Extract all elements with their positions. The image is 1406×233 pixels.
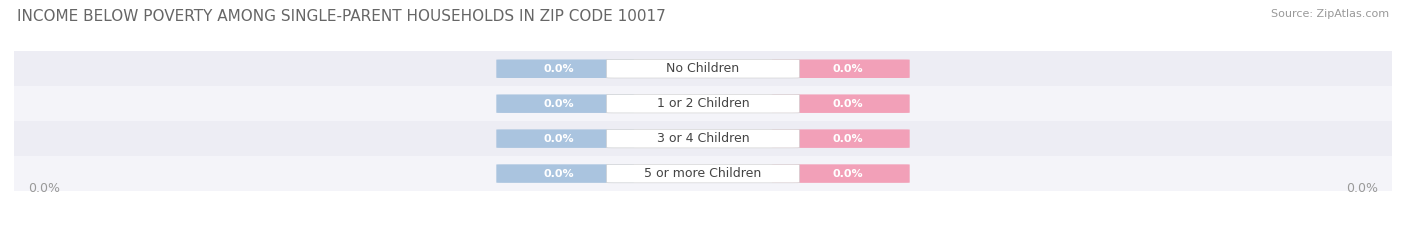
FancyBboxPatch shape (772, 164, 910, 183)
Text: 5 or more Children: 5 or more Children (644, 167, 762, 180)
Text: Source: ZipAtlas.com: Source: ZipAtlas.com (1271, 9, 1389, 19)
Bar (14, 86, 1392, 121)
Text: 0.0%: 0.0% (543, 64, 574, 74)
FancyBboxPatch shape (496, 164, 634, 183)
Text: 0.0%: 0.0% (1346, 182, 1378, 195)
Text: 0.0%: 0.0% (832, 99, 863, 109)
Text: 0.0%: 0.0% (28, 182, 60, 195)
FancyBboxPatch shape (496, 94, 634, 113)
Bar (14, 156, 1392, 191)
FancyBboxPatch shape (606, 59, 800, 78)
Bar (14, 121, 1392, 156)
Text: 0.0%: 0.0% (543, 134, 574, 144)
Text: No Children: No Children (666, 62, 740, 75)
Text: 1 or 2 Children: 1 or 2 Children (657, 97, 749, 110)
Text: 0.0%: 0.0% (832, 134, 863, 144)
Text: 0.0%: 0.0% (543, 169, 574, 178)
FancyBboxPatch shape (496, 129, 634, 148)
Text: 3 or 4 Children: 3 or 4 Children (657, 132, 749, 145)
FancyBboxPatch shape (772, 94, 910, 113)
FancyBboxPatch shape (772, 129, 910, 148)
Bar (14, 51, 1392, 86)
FancyBboxPatch shape (496, 59, 634, 78)
Text: 0.0%: 0.0% (832, 169, 863, 178)
Text: 0.0%: 0.0% (832, 64, 863, 74)
Text: 0.0%: 0.0% (543, 99, 574, 109)
FancyBboxPatch shape (606, 129, 800, 148)
FancyBboxPatch shape (606, 164, 800, 183)
FancyBboxPatch shape (606, 94, 800, 113)
FancyBboxPatch shape (772, 59, 910, 78)
Text: INCOME BELOW POVERTY AMONG SINGLE-PARENT HOUSEHOLDS IN ZIP CODE 10017: INCOME BELOW POVERTY AMONG SINGLE-PARENT… (17, 9, 665, 24)
